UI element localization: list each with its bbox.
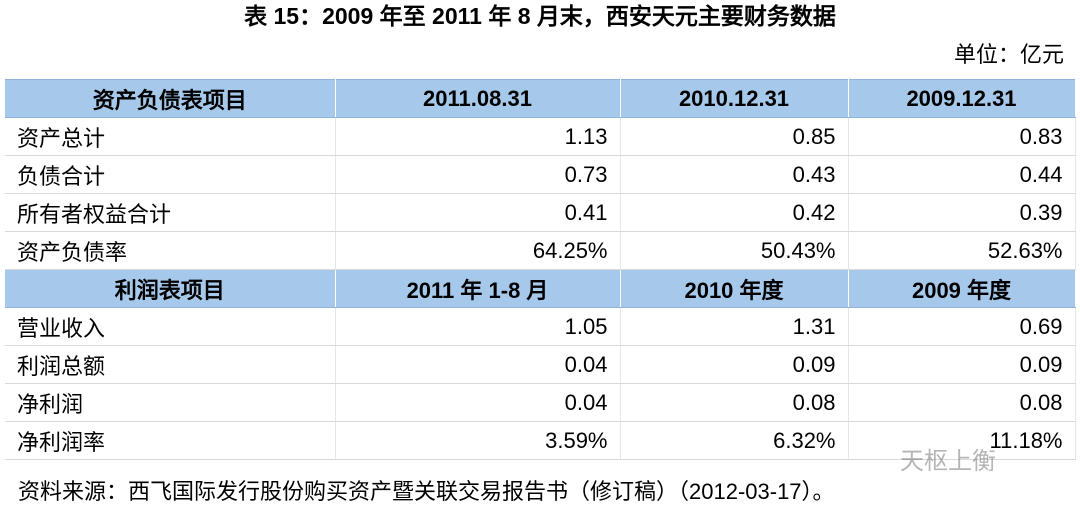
row-label: 资产总计 (5, 117, 336, 156)
source-note: 资料来源：西飞国际发行股份购买资产暨关联交易报告书（修订稿）（2012-03-1… (18, 479, 835, 504)
row-label: 资产负债率 (5, 231, 336, 270)
data-row: 所有者权益合计 0.41 0.42 0.39 (5, 193, 1076, 232)
value-cell: 0.04 (335, 345, 621, 384)
header-cell: 2010 年度 (620, 269, 849, 308)
value-cell: 0.08 (620, 383, 849, 422)
value-cell: 6.32% (620, 421, 849, 460)
watermark: 天枢上衡 (900, 448, 996, 475)
value-cell: 64.25% (335, 231, 621, 270)
row-label: 负债合计 (5, 155, 336, 194)
header-row: 利润表项目 2011 年 1-8 月 2010 年度 2009 年度 (5, 269, 1076, 308)
value-cell: 0.42 (620, 193, 849, 232)
data-row: 资产总计 1.13 0.85 0.83 (5, 117, 1076, 156)
header-cell: 2011 年 1-8 月 (335, 269, 621, 308)
header-cell: 2009 年度 (848, 269, 1076, 308)
financial-table: 资产负债表项目 2011.08.31 2010.12.31 2009.12.31 资产总… (5, 79, 1076, 460)
value-cell: 0.09 (848, 345, 1076, 384)
row-label: 净利润率 (5, 421, 336, 460)
data-row: 利润总额 0.04 0.09 0.09 (5, 345, 1076, 384)
value-cell: 0.69 (848, 307, 1076, 346)
unit: 单位：亿元 (953, 42, 1064, 67)
value-cell: 0.73 (335, 155, 621, 194)
header-cell: 利润表项目 (5, 269, 336, 308)
data-row: 净利润率 3.59% 6.32% 11.18% (5, 421, 1076, 460)
title: 表 15：2009 年至 2011 年 8 月末，西安天元主要财务数据 (244, 3, 836, 29)
data-row: 资产负债率 64.25% 50.43% 52.63% (5, 231, 1076, 270)
data-row: 负债合计 0.73 0.43 0.44 (5, 155, 1076, 194)
value-cell: 0.41 (335, 193, 621, 232)
header-cell: 2011.08.31 (335, 79, 621, 118)
header-cell: 资产负债表项目 (5, 79, 336, 118)
value-cell: 0.43 (620, 155, 849, 194)
value-cell: 0.85 (620, 117, 849, 156)
value-cell: 1.05 (335, 307, 621, 346)
header-cell: 2010.12.31 (620, 79, 849, 118)
value-cell: 1.31 (620, 307, 849, 346)
value-cell: 0.83 (848, 117, 1076, 156)
data-row: 净利润 0.04 0.08 0.08 (5, 383, 1076, 422)
header-cell: 2009.12.31 (848, 79, 1076, 118)
value-cell: 3.59% (335, 421, 621, 460)
row-label: 所有者权益合计 (5, 193, 336, 232)
value-cell: 0.09 (620, 345, 849, 384)
value-cell: 11.18% (848, 421, 1076, 460)
value-cell: 0.39 (848, 193, 1076, 232)
value-cell: 0.44 (848, 155, 1076, 194)
value-cell: 0.08 (848, 383, 1076, 422)
data-row: 营业收入 1.05 1.31 0.69 (5, 307, 1076, 346)
value-cell: 1.13 (335, 117, 621, 156)
value-cell: 50.43% (620, 231, 849, 270)
value-cell: 52.63% (848, 231, 1076, 270)
row-label: 净利润 (5, 383, 336, 422)
header-row: 资产负债表项目 2011.08.31 2010.12.31 2009.12.31 (5, 79, 1076, 118)
value-cell: 0.04 (335, 383, 621, 422)
row-label: 营业收入 (5, 307, 336, 346)
row-label: 利润总额 (5, 345, 336, 384)
